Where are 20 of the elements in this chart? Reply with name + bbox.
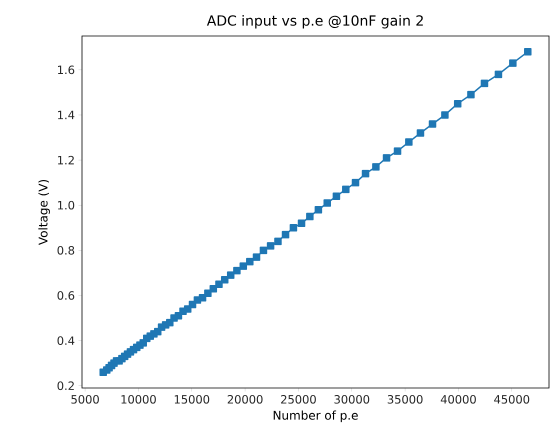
- x-tick-label: 45000: [494, 395, 530, 404]
- x-tick-label: 25000: [281, 395, 316, 404]
- x-tick-label: 40000: [440, 395, 476, 404]
- y-tick-label: 0.6: [58, 291, 74, 300]
- y-axis-title: Voltage (V): [38, 180, 50, 245]
- y-tick-label: 1.0: [58, 200, 74, 210]
- y-tick-label: 0.8: [58, 246, 74, 255]
- y-tick-label: 1.2: [58, 156, 74, 164]
- x-tick-label: 15000: [174, 395, 210, 404]
- x-tick-label: 35000: [388, 395, 423, 404]
- x-tick-label: 30000: [334, 395, 370, 404]
- x-tick-label: 20000: [228, 395, 263, 404]
- y-tick-label: 1.4: [58, 110, 74, 120]
- y-tick-label: 0.4: [58, 336, 74, 345]
- x-tick-label: 5000: [71, 395, 99, 404]
- chart-title: ADC input vs p.e @10nF gain 2: [206, 15, 423, 28]
- y-tick-label: 0.2: [58, 381, 74, 390]
- x-axis-title: Number of p.e: [274, 410, 358, 422]
- y-tick-label: 1.6: [58, 66, 74, 74]
- x-tick-label: 10000: [121, 395, 156, 404]
